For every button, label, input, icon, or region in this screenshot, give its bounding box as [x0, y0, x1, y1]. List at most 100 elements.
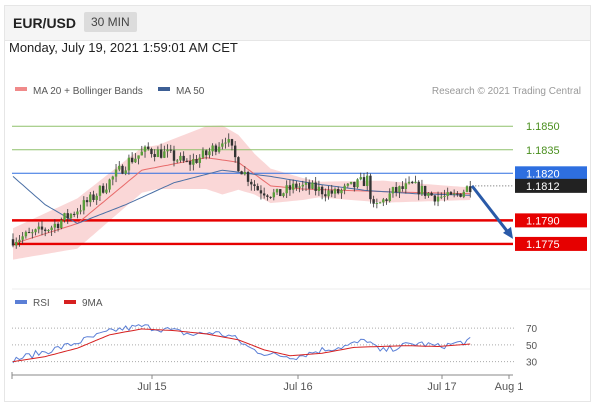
candle	[243, 166, 247, 176]
candle	[295, 181, 298, 191]
candle-body	[237, 157, 240, 172]
candle	[382, 197, 385, 207]
candle-body	[353, 181, 356, 188]
candle	[259, 185, 263, 200]
candle-body	[18, 239, 21, 243]
candle-body	[27, 232, 31, 234]
candle	[369, 173, 372, 204]
candle-body	[462, 191, 465, 197]
candle-body	[420, 185, 424, 195]
candle-body	[356, 179, 359, 188]
candle	[66, 208, 69, 224]
candle-body	[124, 170, 127, 174]
candle	[179, 152, 182, 163]
candle-body	[37, 226, 40, 230]
candle	[21, 232, 24, 244]
candle	[443, 189, 446, 202]
candle-body	[443, 195, 446, 197]
candle-body	[324, 194, 327, 197]
candle-body	[398, 186, 401, 193]
candle	[440, 192, 443, 200]
candle-body	[40, 226, 44, 230]
candle	[452, 189, 456, 198]
candle-body	[147, 146, 150, 149]
level-label-1.1775: 1.1775	[526, 239, 560, 251]
candle	[356, 178, 359, 189]
candle-body	[385, 199, 388, 202]
candle	[340, 188, 343, 199]
candle	[150, 147, 153, 158]
candle-body	[185, 160, 189, 162]
candle	[308, 179, 311, 195]
level-label-1.1790: 1.1790	[526, 215, 560, 227]
ma50-legend-label: MA 50	[176, 86, 205, 97]
candle	[198, 154, 201, 168]
candle-body	[72, 213, 76, 215]
candle	[11, 233, 15, 248]
rsi-tick-30: 30	[526, 358, 538, 369]
candle	[172, 145, 176, 167]
candle	[266, 194, 269, 201]
candle-body	[201, 150, 205, 158]
last-price-label: 1.1812	[526, 181, 560, 193]
candle-body	[362, 177, 366, 186]
candle-body	[198, 157, 201, 163]
level-label-1.1835: 1.1835	[526, 145, 560, 157]
candle-body	[256, 186, 259, 191]
candle	[298, 182, 301, 193]
candle-body	[320, 186, 324, 195]
timeframe-button[interactable]: 30 MIN	[84, 12, 137, 32]
chart-header: EUR/USD 30 MIN	[5, 6, 590, 41]
candle	[188, 154, 192, 171]
candle	[275, 188, 279, 195]
candle-body	[224, 142, 227, 144]
candle	[285, 180, 288, 199]
candle-body	[34, 229, 37, 233]
candle	[205, 149, 208, 160]
candle	[176, 158, 179, 164]
candle	[375, 198, 379, 209]
candle	[272, 188, 276, 201]
candle-body	[369, 175, 372, 200]
candle	[37, 222, 40, 234]
candle	[69, 212, 73, 221]
candle	[111, 175, 115, 186]
candle-body	[427, 192, 430, 196]
candle-body	[282, 193, 285, 197]
candle-body	[24, 232, 28, 237]
rsi-tick-50: 50	[526, 341, 538, 352]
candle-body	[227, 139, 230, 143]
forecast-arrow	[470, 184, 512, 236]
candle	[163, 145, 166, 159]
candle-body	[295, 183, 298, 188]
candle	[153, 149, 156, 162]
candle	[214, 143, 218, 156]
candle-body	[340, 189, 343, 194]
candle-body	[211, 145, 214, 152]
candle-body	[98, 185, 102, 196]
candle-body	[433, 195, 437, 202]
candle-body	[159, 149, 163, 158]
candle	[330, 184, 333, 198]
candle-body	[60, 220, 63, 229]
candle-body	[169, 149, 172, 151]
candle-body	[69, 213, 73, 219]
candle-body	[304, 182, 308, 185]
candle	[143, 145, 147, 158]
candle-body	[15, 242, 18, 246]
candle	[237, 156, 240, 172]
candle	[137, 155, 140, 165]
candle	[166, 144, 169, 158]
candle-body	[411, 181, 414, 184]
candle-body	[230, 139, 234, 146]
candle-body	[130, 157, 134, 163]
rsi-ma-line	[12, 328, 471, 363]
candle-body	[279, 189, 282, 197]
x-tick-label: Aug 1	[495, 381, 524, 393]
candle-body	[366, 175, 369, 186]
candle	[169, 144, 172, 153]
candle	[230, 138, 234, 151]
candle-body	[262, 193, 266, 196]
candle	[185, 158, 189, 163]
